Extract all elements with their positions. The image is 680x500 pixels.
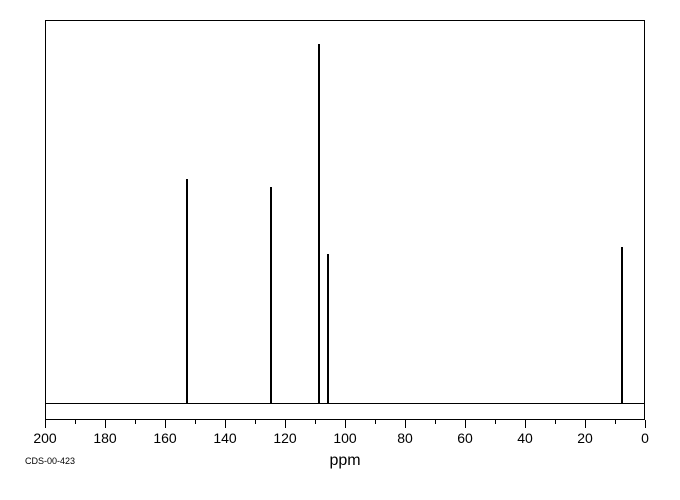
spectrum-peak xyxy=(186,179,188,404)
spectrum-identifier: CDS-00-423 xyxy=(25,456,75,466)
x-tick xyxy=(285,420,286,428)
x-tick xyxy=(405,420,406,428)
x-tick xyxy=(165,420,166,428)
x-tick-label: 180 xyxy=(93,430,116,446)
x-tick-label: 60 xyxy=(457,430,473,446)
x-axis-label: ppm xyxy=(329,452,360,470)
x-tick xyxy=(465,420,466,428)
x-tick-label: 100 xyxy=(333,430,356,446)
x-tick xyxy=(645,420,646,428)
x-tick xyxy=(45,420,46,428)
x-tick-label: 160 xyxy=(153,430,176,446)
x-tick xyxy=(105,420,106,428)
x-tick-label: 200 xyxy=(33,430,56,446)
x-minor-tick xyxy=(255,420,256,424)
x-minor-tick xyxy=(615,420,616,424)
x-tick xyxy=(585,420,586,428)
spectrum-peak xyxy=(318,44,320,404)
x-minor-tick xyxy=(75,420,76,424)
plot-area xyxy=(45,20,645,420)
x-tick-label: 20 xyxy=(577,430,593,446)
x-minor-tick xyxy=(555,420,556,424)
x-minor-tick xyxy=(315,420,316,424)
x-tick xyxy=(225,420,226,428)
nmr-spectrum-chart: 200180160140120100806040200 ppm CDS-00-4… xyxy=(45,20,645,420)
x-minor-tick xyxy=(135,420,136,424)
x-minor-tick xyxy=(495,420,496,424)
x-minor-tick xyxy=(375,420,376,424)
x-tick-label: 40 xyxy=(517,430,533,446)
x-tick-label: 0 xyxy=(641,430,649,446)
x-tick-label: 80 xyxy=(397,430,413,446)
spectrum-peak xyxy=(621,247,623,405)
x-minor-tick xyxy=(195,420,196,424)
x-tick-label: 120 xyxy=(273,430,296,446)
spectrum-peak xyxy=(327,254,329,404)
spectrum-peak xyxy=(270,187,272,405)
x-tick-label: 140 xyxy=(213,430,236,446)
x-tick xyxy=(525,420,526,428)
x-minor-tick xyxy=(435,420,436,424)
spectrum-baseline xyxy=(46,403,644,404)
x-tick xyxy=(345,420,346,428)
